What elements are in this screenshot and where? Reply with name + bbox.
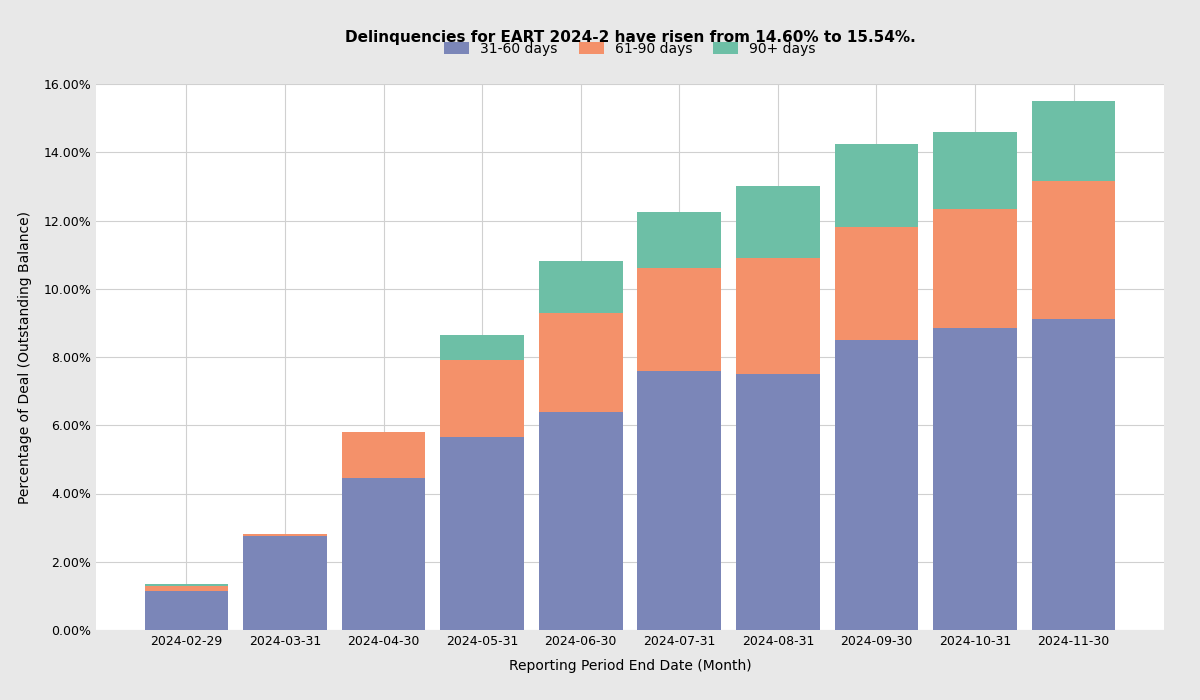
- Bar: [440, 335, 524, 360]
- Bar: [342, 432, 426, 478]
- Bar: [834, 144, 918, 228]
- Y-axis label: Percentage of Deal (Outstanding Balance): Percentage of Deal (Outstanding Balance): [18, 211, 32, 503]
- Bar: [539, 261, 623, 313]
- Bar: [539, 412, 623, 630]
- Bar: [440, 360, 524, 438]
- Bar: [244, 536, 326, 630]
- X-axis label: Reporting Period End Date (Month): Reporting Period End Date (Month): [509, 659, 751, 673]
- Bar: [144, 584, 228, 586]
- Bar: [637, 268, 721, 371]
- Bar: [144, 591, 228, 630]
- Title: Delinquencies for EART 2024-2 have risen from 14.60% to 15.54%.: Delinquencies for EART 2024-2 have risen…: [344, 30, 916, 46]
- Bar: [934, 328, 1016, 630]
- Bar: [342, 478, 426, 630]
- Bar: [736, 258, 820, 374]
- Bar: [834, 228, 918, 340]
- Bar: [934, 132, 1016, 209]
- Bar: [834, 340, 918, 630]
- Bar: [934, 209, 1016, 328]
- Bar: [637, 371, 721, 630]
- Bar: [1032, 101, 1116, 181]
- Bar: [1032, 319, 1116, 630]
- Bar: [637, 212, 721, 268]
- Bar: [1032, 181, 1116, 319]
- Bar: [144, 586, 228, 591]
- Bar: [440, 438, 524, 630]
- Bar: [539, 313, 623, 412]
- Bar: [244, 535, 326, 536]
- Legend: 31-60 days, 61-90 days, 90+ days: 31-60 days, 61-90 days, 90+ days: [439, 36, 821, 62]
- Bar: [736, 374, 820, 630]
- Bar: [736, 186, 820, 258]
